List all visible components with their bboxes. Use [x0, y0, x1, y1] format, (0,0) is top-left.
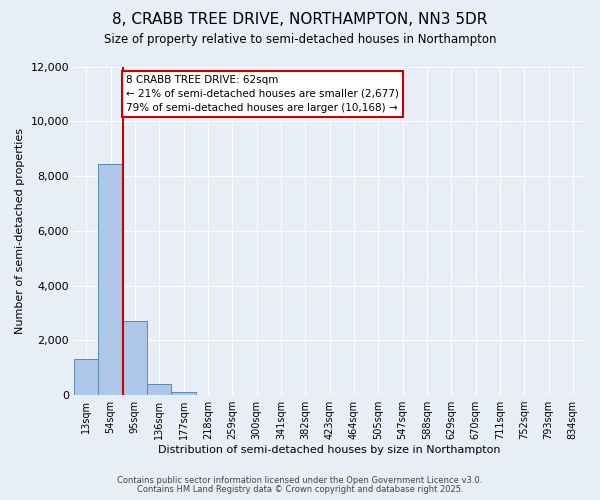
Bar: [98, 164, 123, 395]
Text: Contains HM Land Registry data © Crown copyright and database right 2025.: Contains HM Land Registry data © Crown c…: [137, 485, 463, 494]
Bar: [147, 384, 172, 395]
Text: 8, CRABB TREE DRIVE, NORTHAMPTON, NN3 5DR: 8, CRABB TREE DRIVE, NORTHAMPTON, NN3 5D…: [112, 12, 488, 28]
Text: 8 CRABB TREE DRIVE: 62sqm
← 21% of semi-detached houses are smaller (2,677)
79% : 8 CRABB TREE DRIVE: 62sqm ← 21% of semi-…: [127, 74, 399, 112]
Bar: [172, 392, 196, 395]
Bar: [123, 321, 147, 395]
Text: Size of property relative to semi-detached houses in Northampton: Size of property relative to semi-detach…: [104, 32, 496, 46]
Text: Contains public sector information licensed under the Open Government Licence v3: Contains public sector information licen…: [118, 476, 482, 485]
Bar: [74, 360, 98, 395]
X-axis label: Distribution of semi-detached houses by size in Northampton: Distribution of semi-detached houses by …: [158, 445, 501, 455]
Y-axis label: Number of semi-detached properties: Number of semi-detached properties: [15, 128, 25, 334]
